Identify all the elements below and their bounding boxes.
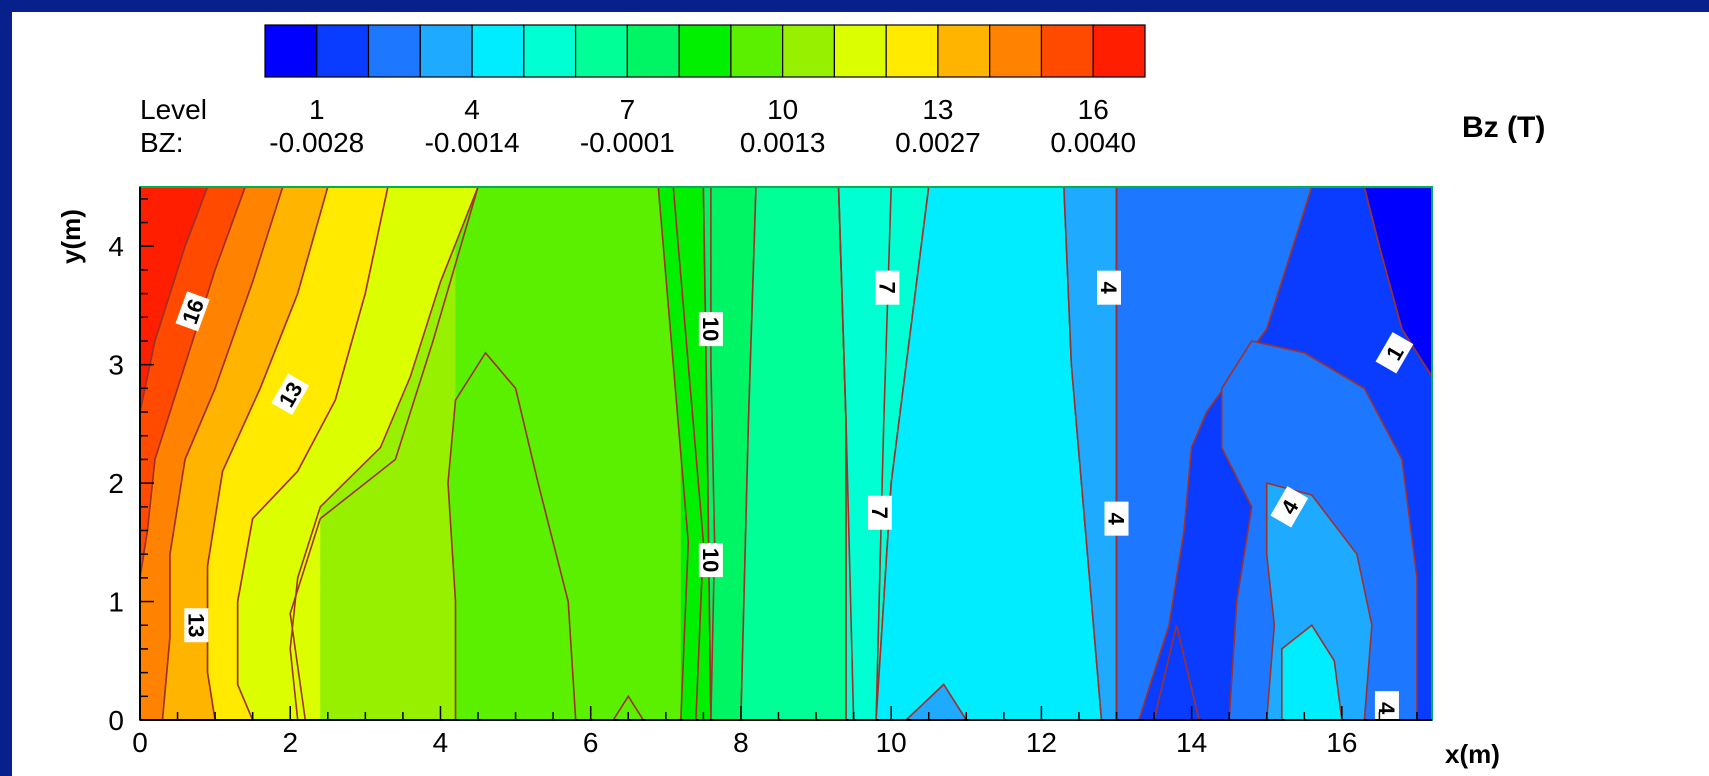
legend-value: -0.0028 — [269, 127, 364, 158]
colorbar-swatch — [523, 24, 577, 78]
contour-label-text: 4 — [1104, 513, 1129, 526]
x-tick-label: 0 — [132, 727, 148, 758]
y-tick-label: 0 — [108, 705, 124, 736]
x-tick-label: 8 — [733, 727, 749, 758]
colorbar-swatch — [626, 24, 680, 78]
contour-label-text: 4 — [1374, 702, 1399, 715]
contour-label: 4 — [1270, 486, 1309, 528]
contour-region — [905, 683, 968, 720]
colorbar-swatch — [885, 24, 939, 78]
legend-bz-values: -0.0028 -0.0014 -0.0001 0.0013 0.0027 0.0040 — [269, 127, 1136, 158]
contour-region — [1363, 187, 1432, 378]
legend-value: 0.0027 — [895, 127, 981, 158]
legend-value: -0.0014 — [425, 127, 520, 158]
x-tick-label: 6 — [583, 727, 599, 758]
contour-label-bg — [698, 312, 723, 347]
contour-region — [612, 694, 645, 720]
legend-level-label: Level — [140, 94, 207, 125]
colorbar-swatch — [989, 24, 1043, 78]
legend-level: 1 — [309, 94, 325, 125]
contour-label-bg — [271, 373, 310, 416]
colorbar-swatch — [730, 24, 784, 78]
contour-region — [236, 187, 479, 720]
y-axis-label: y(m) — [56, 209, 86, 264]
colorbar-swatch — [1040, 24, 1094, 78]
y-tick-label: 4 — [108, 231, 124, 262]
contour-label-bg — [184, 608, 209, 643]
contour-line — [672, 187, 705, 720]
contour-label-text: 7 — [867, 507, 892, 519]
legend-level: 13 — [922, 94, 953, 125]
colorbar-swatch — [782, 24, 836, 78]
legend-value: 0.0013 — [740, 127, 826, 158]
x-tick-label: 14 — [1176, 727, 1207, 758]
colorbar-swatch — [574, 24, 628, 78]
contour-region — [740, 187, 847, 720]
contour-label: 4 — [1096, 270, 1121, 305]
colorbar-swatch — [419, 24, 473, 78]
contour-label: 1 — [1375, 332, 1414, 374]
x-tick-label: 2 — [282, 727, 298, 758]
contour-label-bg — [1374, 691, 1399, 720]
colorbar-swatch — [1092, 24, 1146, 78]
colorbar-swatch — [264, 24, 318, 78]
contour-label-bg — [1097, 270, 1121, 305]
legend-value: -0.0001 — [580, 127, 675, 158]
contour-label-text: 10 — [698, 317, 723, 341]
legend-level: 10 — [767, 94, 798, 125]
contour-label-bg — [875, 270, 900, 305]
contour-label-bg — [698, 543, 723, 578]
chart-title: Bz (T) — [1462, 111, 1545, 144]
legend-level: 7 — [620, 94, 636, 125]
legend-level-values: 1 4 7 10 13 16 — [309, 94, 1109, 125]
contour-region — [447, 351, 577, 720]
y-tick-label: 1 — [108, 587, 124, 618]
contour-label-text: 13 — [183, 613, 208, 637]
contour-label-bg — [1270, 486, 1309, 528]
contour-region — [1281, 624, 1343, 720]
y-tick-label: 2 — [108, 468, 124, 499]
contour-label-bg — [867, 495, 892, 530]
x-tick-label: 16 — [1326, 727, 1357, 758]
legend-level: 4 — [464, 94, 480, 125]
contour-label: 10 — [698, 543, 723, 578]
contour-label: 13 — [183, 608, 209, 643]
contour-line — [837, 187, 855, 720]
contour-label-text: 7 — [874, 282, 899, 294]
colorbar-swatch — [678, 24, 732, 78]
contour-label-bg — [1104, 501, 1129, 536]
contour-label-bg — [175, 291, 210, 332]
contour-label: 4 — [1374, 691, 1399, 720]
x-axis-label: x(m) — [1445, 739, 1500, 769]
contour-line — [875, 187, 892, 720]
legend-value: 0.0040 — [1050, 127, 1136, 158]
x-tick-label: 12 — [1026, 727, 1057, 758]
colorbar-swatch — [937, 24, 991, 78]
legend-value-label: BZ: — [140, 127, 184, 158]
legend-level: 16 — [1078, 94, 1109, 125]
contour-label: 7 — [867, 495, 892, 530]
color-legend-bar — [264, 24, 1146, 78]
contour-line — [710, 187, 716, 720]
contour-label: 10 — [698, 312, 723, 347]
contour-region — [1153, 625, 1200, 720]
colorbar-swatch — [471, 24, 525, 78]
contour-label-text: 4 — [1096, 282, 1121, 295]
x-tick-label: 10 — [876, 727, 907, 758]
contour-line — [289, 187, 479, 720]
x-tick-label: 4 — [433, 727, 449, 758]
colorbar-swatch — [316, 24, 370, 78]
y-tick-label: 3 — [108, 350, 124, 381]
colorbar-swatch — [833, 24, 887, 78]
contour-label: 7 — [874, 270, 900, 305]
contour-label: 4 — [1104, 501, 1129, 536]
contour-label-text: 10 — [698, 548, 723, 572]
contour-label-bg — [1375, 332, 1414, 374]
colorbar-swatch — [367, 24, 421, 78]
